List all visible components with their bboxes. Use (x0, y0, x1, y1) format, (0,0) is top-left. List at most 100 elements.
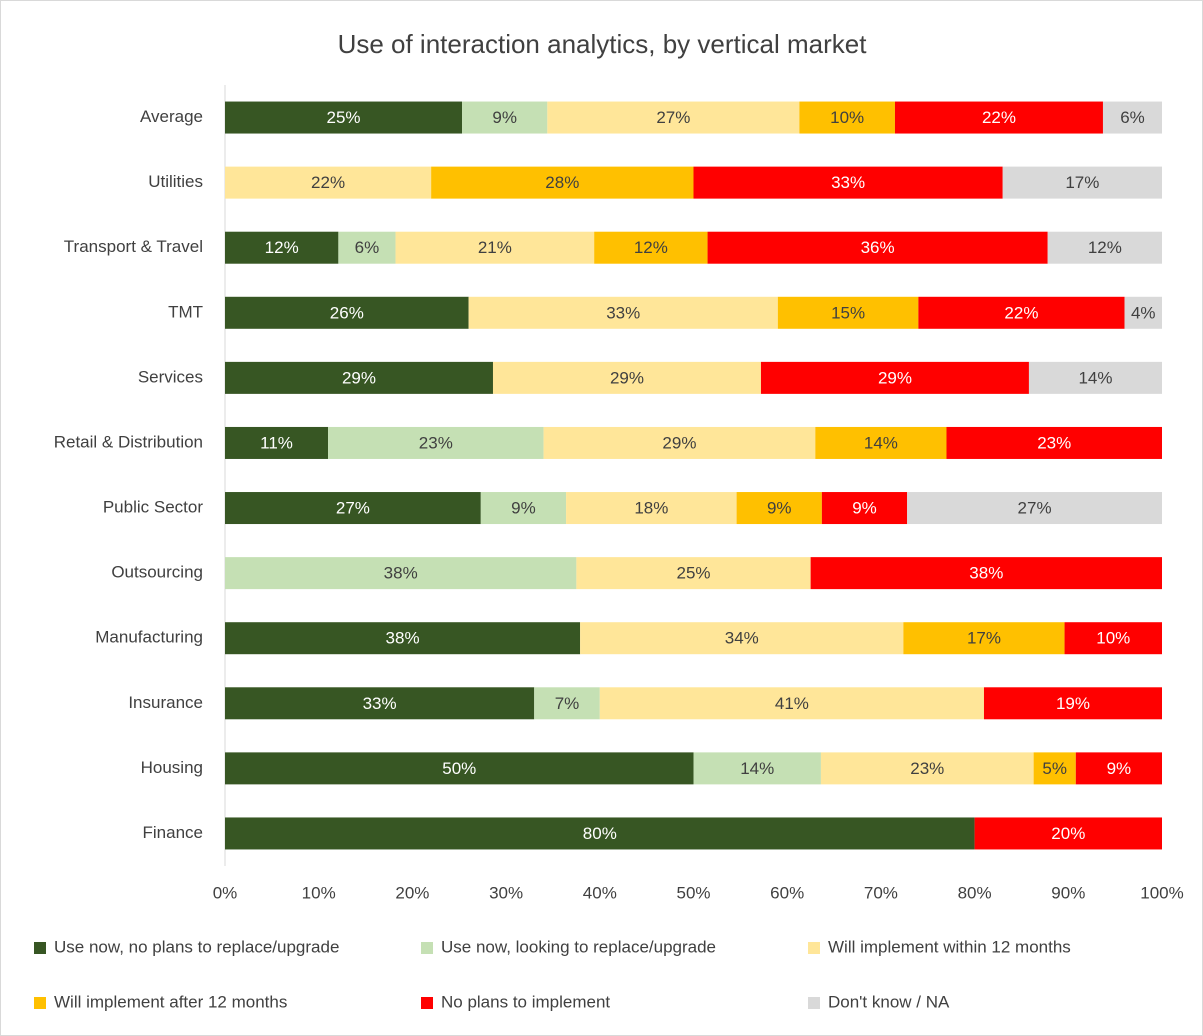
data-label: 21% (478, 238, 512, 257)
data-label: 14% (864, 433, 898, 452)
bar-segment (983, 687, 1162, 720)
data-label: 34% (725, 629, 759, 648)
y-tick-label: TMT (168, 302, 203, 321)
y-tick-label: Insurance (128, 693, 203, 712)
data-label: 9% (852, 499, 877, 518)
data-label: 10% (1096, 629, 1130, 648)
y-tick-label: Transport & Travel (64, 237, 203, 256)
data-label: 33% (831, 173, 865, 192)
bar-segment (815, 426, 947, 459)
bar-segment (1002, 166, 1162, 199)
data-label: 11% (260, 433, 293, 452)
data-label: 17% (1065, 173, 1099, 192)
data-label: 27% (336, 499, 370, 518)
legend-label: Don't know / NA (828, 992, 950, 1011)
legend-label: Will implement after 12 months (54, 992, 287, 1011)
bar-segment (338, 231, 396, 264)
data-label: 12% (634, 238, 668, 257)
x-tick-label: 80% (958, 883, 992, 902)
data-label: 14% (740, 759, 774, 778)
bar-segment (328, 426, 544, 459)
bar-segment (395, 231, 595, 264)
x-tick-label: 50% (676, 883, 710, 902)
bar-segment (547, 101, 800, 134)
data-label: 28% (545, 173, 579, 192)
bar-segment (1047, 231, 1162, 264)
bar-segment (225, 101, 463, 134)
bar-segment (462, 101, 548, 134)
data-label: 9% (1107, 759, 1132, 778)
bar-segment (918, 296, 1125, 329)
bar-segment (225, 426, 329, 459)
data-label: 27% (1018, 499, 1052, 518)
bar-segment (821, 492, 908, 525)
data-label: 38% (969, 564, 1003, 583)
legend-swatch (421, 997, 433, 1009)
bar-segment (225, 166, 432, 199)
data-label: 38% (384, 564, 418, 583)
data-label: 22% (1004, 303, 1038, 322)
data-label: 23% (1037, 433, 1071, 452)
data-label: 25% (676, 564, 710, 583)
data-label: 6% (355, 238, 380, 257)
bar-segment (225, 622, 581, 655)
bar-segment (566, 492, 737, 525)
bar-segment (225, 361, 493, 394)
bar-segment (693, 166, 1003, 199)
data-label: 33% (363, 694, 397, 713)
bar-segment (974, 817, 1162, 850)
bar-segment (225, 687, 535, 720)
data-label: 38% (386, 629, 420, 648)
bar-segment (736, 492, 822, 525)
bar-segment (946, 426, 1162, 459)
bar-segment (1064, 622, 1162, 655)
bar-segment (599, 687, 984, 720)
data-label: 29% (662, 433, 696, 452)
data-label: 41% (775, 694, 809, 713)
legend-label: Use now, looking to replace/upgrade (441, 937, 716, 956)
bar-segment (225, 817, 975, 850)
bar-segment (225, 231, 339, 264)
data-label: 20% (1051, 824, 1085, 843)
data-label: 14% (1078, 368, 1112, 387)
data-label: 17% (967, 629, 1001, 648)
data-label: 25% (327, 108, 361, 127)
y-tick-label: Finance (143, 823, 203, 842)
y-tick-label: Services (138, 367, 203, 386)
bar-segment (810, 557, 1162, 590)
y-tick-label: Housing (141, 758, 203, 777)
data-label: 29% (342, 368, 376, 387)
bar-segment (707, 231, 1048, 264)
data-label: 23% (419, 433, 453, 452)
data-label: 7% (555, 694, 580, 713)
data-label: 12% (1088, 238, 1122, 257)
x-tick-label: 90% (1051, 883, 1085, 902)
data-label: 12% (265, 238, 299, 257)
bar-segment (543, 426, 816, 459)
data-label: 26% (330, 303, 364, 322)
bar-segment (903, 622, 1065, 655)
legend-label: Will implement within 12 months (828, 937, 1071, 956)
bar-segment (894, 101, 1103, 134)
x-tick-label: 70% (864, 883, 898, 902)
data-label: 33% (606, 303, 640, 322)
data-label: 4% (1131, 303, 1156, 322)
x-tick-label: 60% (770, 883, 804, 902)
bar-segment (225, 296, 469, 329)
data-label: 9% (511, 499, 536, 518)
legend-swatch (808, 942, 820, 954)
bar-segment (492, 361, 761, 394)
bar-segment (468, 296, 778, 329)
data-label: 9% (767, 499, 792, 518)
bar-segment (1124, 296, 1162, 329)
y-tick-label: Average (140, 107, 203, 126)
data-label: 18% (634, 499, 668, 518)
legend-label: No plans to implement (441, 992, 610, 1011)
bar-segment (799, 101, 895, 134)
bar-segment (760, 361, 1029, 394)
y-tick-label: Outsourcing (111, 563, 203, 582)
bar-segment (1033, 752, 1076, 785)
data-label: 5% (1042, 759, 1067, 778)
bar-segment (225, 492, 481, 525)
x-tick-label: 30% (489, 883, 523, 902)
